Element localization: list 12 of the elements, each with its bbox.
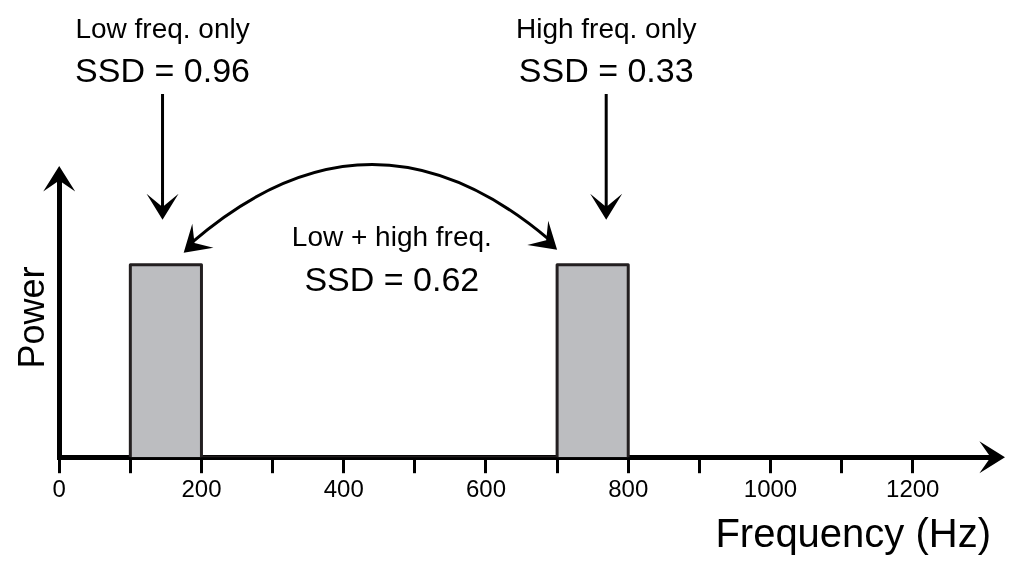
y-axis-title: Power xyxy=(10,266,52,369)
x-tick-label: 1200 xyxy=(886,475,940,503)
x-tick-label: 0 xyxy=(52,475,66,503)
x-axis-title: Frequency (Hz) xyxy=(715,511,991,556)
x-tick-label: 1000 xyxy=(743,475,798,503)
x-tick-label: 400 xyxy=(323,475,364,503)
annotation: Low + high freq. SSD = 0.62 xyxy=(291,221,492,299)
text: Low freq. only SSD = 0.96 xyxy=(75,12,250,90)
x-tick-label: 600 xyxy=(465,475,506,503)
text: High freq. only SSD = 0.33 xyxy=(515,12,697,90)
x-tick-label: 800 xyxy=(608,475,649,503)
x-tick-label: 200 xyxy=(181,475,222,503)
